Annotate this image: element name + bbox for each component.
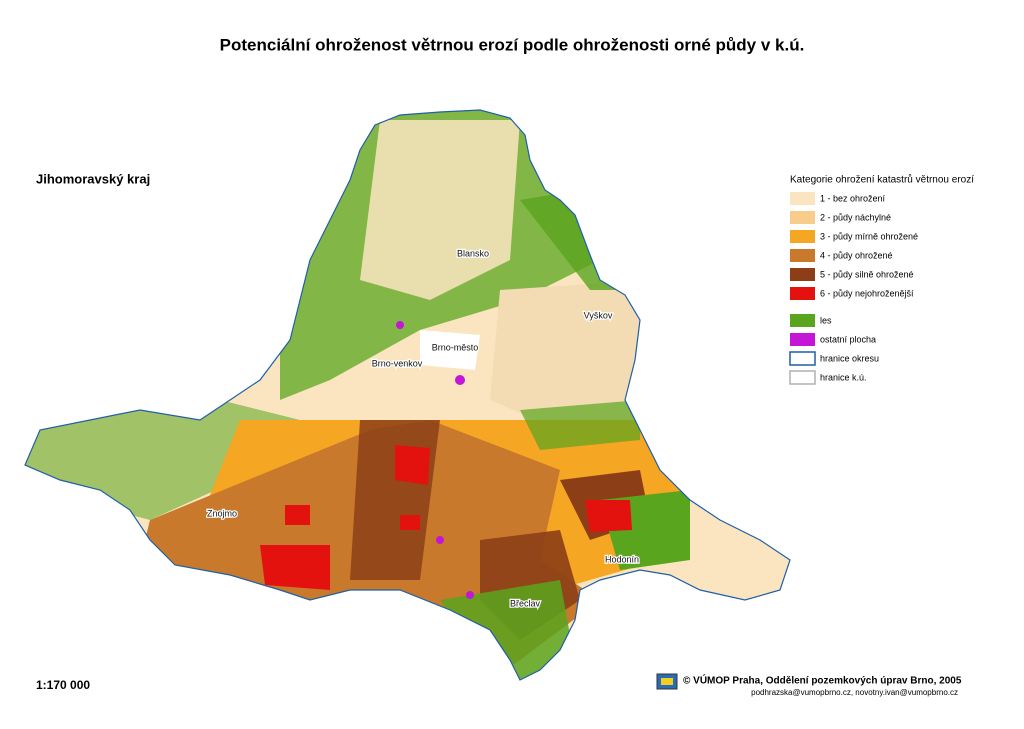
credit: © VÚMOP Praha, Oddělení pozemkových úpra…: [683, 674, 962, 687]
logo: [661, 678, 673, 685]
legend-label: 5 - půdy silně ohrožené: [820, 269, 914, 279]
district-label: Brno-město: [432, 342, 479, 352]
legend-label: hranice k.ú.: [820, 372, 867, 382]
legend-label: les: [820, 315, 832, 325]
region-name: Jihomoravský kraj: [36, 171, 150, 186]
legend-label: 3 - půdy mírně ohrožené: [820, 231, 918, 241]
legend-label: 1 - bez ohrožení: [820, 193, 886, 203]
legend-swatch: [790, 287, 815, 300]
district-label: Hodonín: [605, 554, 639, 564]
legend-swatch: [790, 314, 815, 327]
legend-swatch: [789, 370, 816, 385]
legend-swatch: [790, 333, 815, 346]
legend-swatch: [790, 230, 815, 243]
district-label: Blansko: [457, 248, 489, 258]
legend-swatch: [789, 351, 816, 366]
region-border: [24, 109, 791, 681]
district-label: Brno-venkov: [372, 358, 423, 368]
legend-label: hranice okresu: [820, 353, 879, 363]
district-label: Znojmo: [207, 508, 237, 518]
scale: 1:170 000: [36, 678, 90, 692]
legend-swatch: [790, 211, 815, 224]
legend-label: 6 - půdy nejohroženější: [820, 288, 914, 298]
legend: 1 - bez ohrožení 2 - půdy náchylné 3 - půd…: [789, 192, 918, 385]
legend-label: 2 - půdy náchylné: [820, 212, 891, 222]
legend-swatch: [790, 192, 815, 205]
legend-label: ostatní plocha: [820, 334, 876, 344]
district-label: Břeclav: [510, 598, 541, 608]
district-label: Vyškov: [584, 310, 613, 320]
legend-label: 4 - půdy ohrožené: [820, 250, 893, 260]
legend-swatch: [790, 268, 815, 281]
map-title: Potenciální ohroženost větrnou erozí pod…: [220, 35, 805, 54]
legend-swatch: [790, 249, 815, 262]
contact: podhrazska@vumopbrno.cz, novotny.ivan@vu…: [751, 688, 958, 697]
legend-title: Kategorie ohrožení katastrů větrnou eroz…: [790, 174, 974, 186]
